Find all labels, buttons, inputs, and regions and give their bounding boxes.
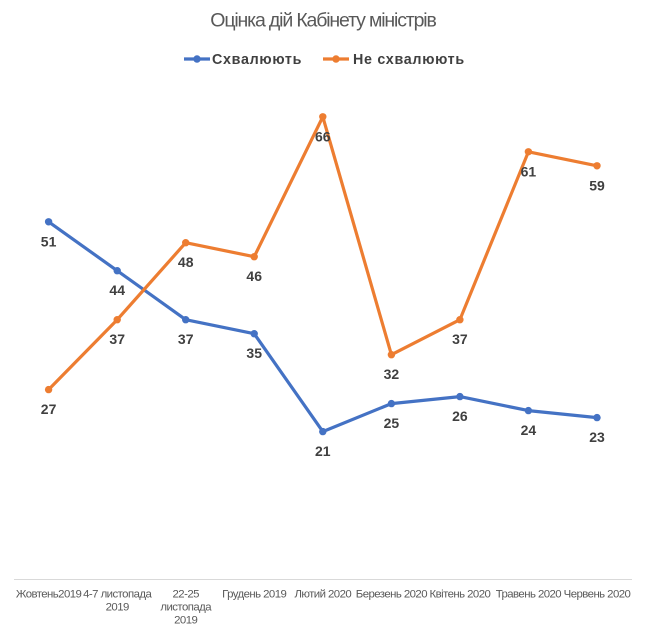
svg-text:23: 23 [589, 429, 605, 445]
svg-text:37: 37 [109, 331, 125, 347]
svg-text:Квітень 2020: Квітень 2020 [430, 588, 491, 600]
svg-text:2019: 2019 [106, 601, 129, 613]
svg-text:24: 24 [521, 422, 537, 438]
svg-text:44: 44 [109, 282, 125, 298]
svg-text:32: 32 [384, 366, 400, 382]
svg-text:35: 35 [246, 345, 262, 361]
svg-text:51: 51 [41, 233, 57, 249]
svg-text:66: 66 [315, 128, 331, 144]
svg-text:Березень 2020: Березень 2020 [356, 588, 427, 600]
svg-text:21: 21 [315, 443, 331, 459]
svg-text:Не схвалюють: Не схвалюють [353, 52, 465, 68]
svg-text:Лютий 2020: Лютий 2020 [294, 588, 351, 600]
svg-text:37: 37 [178, 331, 194, 347]
svg-text:Травень 2020: Травень 2020 [496, 588, 562, 600]
svg-text:46: 46 [246, 268, 262, 284]
svg-text:Схвалюють: Схвалюють [212, 52, 302, 68]
svg-text:Жовтень2019: Жовтень2019 [16, 588, 82, 600]
svg-text:37: 37 [452, 331, 468, 347]
svg-text:2019: 2019 [174, 614, 197, 626]
svg-text:48: 48 [178, 254, 194, 270]
svg-text:листопада: листопада [160, 601, 212, 613]
svg-text:22-25: 22-25 [173, 588, 200, 600]
svg-text:25: 25 [384, 415, 400, 431]
svg-text:59: 59 [589, 177, 605, 193]
svg-text:Грудень 2019: Грудень 2019 [222, 588, 286, 600]
svg-text:Червень 2020: Червень 2020 [564, 588, 631, 600]
svg-text:27: 27 [41, 401, 57, 417]
svg-text:26: 26 [452, 408, 468, 424]
svg-text:61: 61 [521, 163, 537, 179]
svg-text:Оцінка дій Кабінету міністрів: Оцінка дій Кабінету міністрів [210, 10, 436, 32]
svg-text:4-7 листопада: 4-7 листопада [83, 588, 152, 600]
